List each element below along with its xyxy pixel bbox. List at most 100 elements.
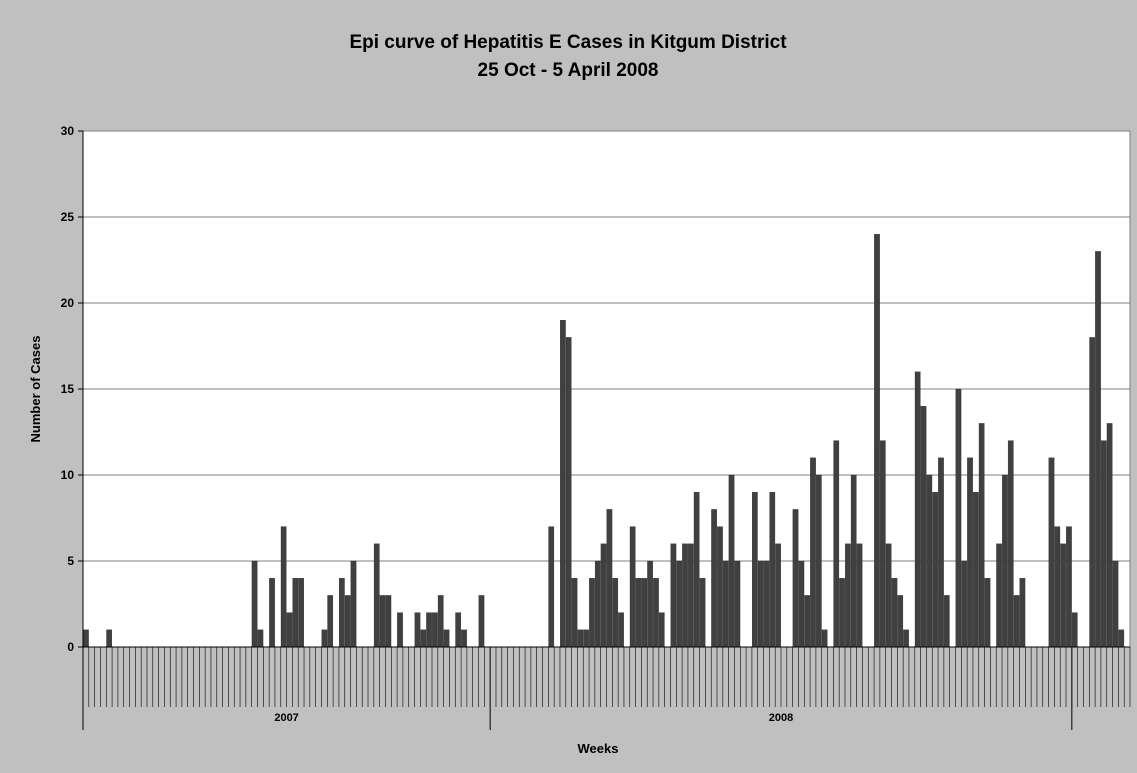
bar [437, 595, 444, 648]
bar [815, 474, 822, 648]
bar [443, 629, 450, 648]
bar [327, 595, 334, 648]
bar [618, 612, 624, 648]
bar [792, 509, 799, 648]
bar [932, 492, 938, 648]
bar [943, 595, 950, 648]
bar [914, 371, 921, 648]
bar [1048, 457, 1055, 648]
bar [757, 560, 764, 648]
bar [344, 595, 351, 648]
bar [478, 595, 485, 648]
y-tick-label: 30 [61, 124, 75, 138]
bar [734, 560, 741, 648]
bar [1007, 440, 1014, 648]
bar [798, 560, 805, 648]
bar [693, 492, 700, 648]
bar [769, 492, 776, 648]
bar [903, 629, 909, 648]
bar [426, 612, 432, 648]
bar [722, 560, 729, 648]
bar [251, 560, 258, 648]
bar [973, 492, 979, 648]
bar [682, 543, 688, 648]
year-labels: 2007 2008 [82, 647, 1073, 730]
x-axis-label: Weeks [578, 741, 619, 756]
bar [728, 474, 735, 648]
bar [339, 578, 345, 648]
bar [810, 457, 816, 648]
bar [269, 578, 275, 648]
bar [257, 629, 264, 648]
bar [1100, 440, 1107, 648]
bar [885, 543, 892, 648]
bar [606, 509, 613, 648]
y-tick-label: 5 [67, 554, 74, 568]
y-tick-label: 20 [61, 296, 75, 310]
bar [676, 560, 683, 648]
bar [1019, 578, 1026, 648]
bar [385, 595, 392, 648]
bar [845, 543, 851, 648]
bar [833, 440, 840, 648]
bar [350, 560, 357, 648]
bar [938, 457, 944, 648]
bar [83, 629, 89, 648]
bar [565, 337, 572, 648]
bar [298, 578, 304, 648]
bar [583, 629, 589, 648]
y-tick-label: 0 [67, 640, 74, 654]
bar [594, 560, 601, 648]
bar [1089, 337, 1096, 648]
chart-title: Epi curve of Hepatitis E Cases in Kitgum… [349, 32, 787, 53]
y-axis-label: Number of Cases [28, 336, 43, 443]
bar [629, 526, 636, 648]
bar [641, 578, 648, 648]
gridlines [78, 130, 1130, 648]
bar [978, 423, 985, 648]
chart-subtitle: 25 Oct - 5 April 2008 [478, 60, 659, 81]
y-tick-label: 15 [61, 382, 75, 396]
bar [612, 578, 619, 648]
bar [1066, 526, 1072, 648]
bar [717, 526, 723, 648]
bar [967, 457, 973, 648]
bar [653, 578, 659, 648]
bar [1054, 526, 1061, 648]
bar [955, 388, 962, 648]
bar [548, 526, 555, 648]
bar [874, 234, 880, 648]
bar [647, 560, 653, 648]
bar [280, 526, 287, 648]
bar [1118, 629, 1125, 648]
bar [879, 440, 886, 648]
bars-group [83, 234, 1125, 648]
bar [432, 612, 438, 648]
bar [635, 578, 642, 648]
bar [286, 612, 293, 648]
bar [420, 629, 427, 648]
bar [379, 595, 386, 648]
bar [1095, 251, 1101, 648]
bar [571, 578, 578, 648]
bar [461, 629, 467, 648]
bar [688, 543, 694, 648]
bar [321, 629, 328, 648]
bar [1060, 543, 1066, 648]
bar [1106, 423, 1113, 648]
bar [891, 578, 898, 648]
bar [699, 578, 706, 648]
bar [961, 560, 968, 648]
bar [106, 629, 113, 648]
y-tick-label: 10 [61, 468, 75, 482]
bar [926, 474, 933, 648]
bar [856, 543, 863, 648]
bar [600, 543, 607, 648]
bar [839, 578, 845, 648]
bar [763, 560, 770, 648]
bar [1112, 560, 1119, 648]
bar [1002, 474, 1008, 648]
year-label: 2008 [769, 712, 793, 724]
